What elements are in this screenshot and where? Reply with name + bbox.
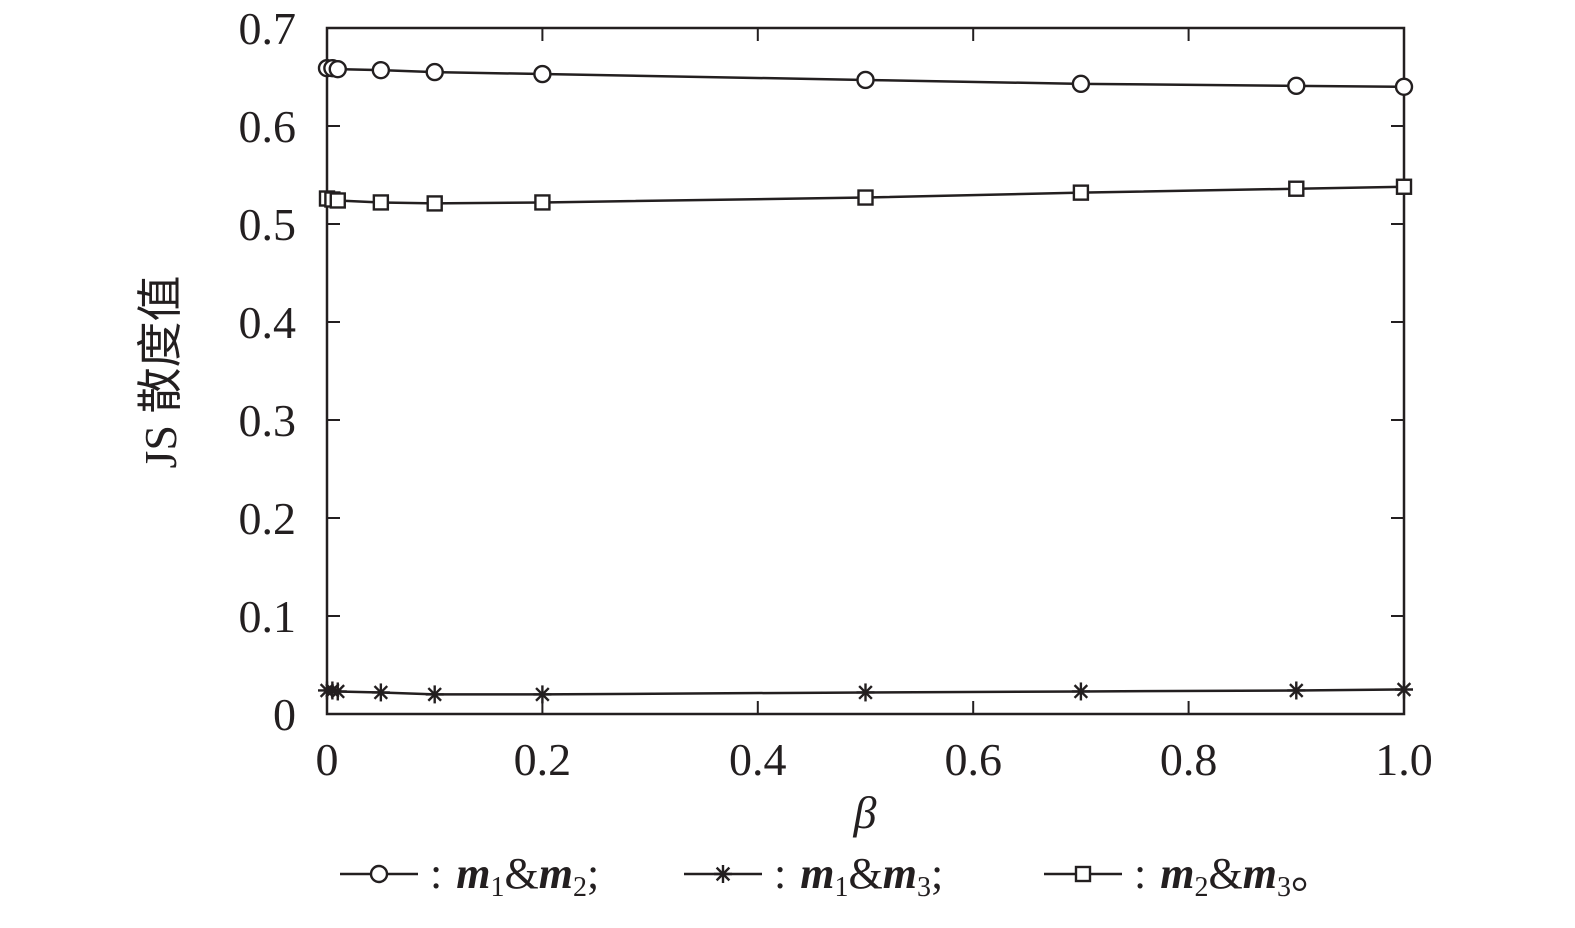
legend-label-a-sub: 1 [490,872,504,903]
x-tick-label: 0 [316,734,339,785]
legend-label-sep: : [430,849,442,898]
legend-label-amp: & [848,849,882,898]
data-point [1071,74,1091,94]
y-tick-label: 0 [273,689,296,740]
data-point [1395,680,1413,699]
series-star [318,680,1413,704]
data-point [329,192,346,209]
data-point [533,64,552,84]
x-tick-label: 0.8 [1160,734,1218,785]
legend-label-end: ; [931,849,943,898]
y-tick-label: 0.6 [239,101,297,152]
data-point [328,59,347,79]
series-layer [317,58,1414,704]
legend-marker [714,865,732,883]
data-point [533,685,552,704]
series-circle [317,58,1414,97]
y-axis-label: JS 散度值 [135,276,186,469]
legend-label-a: m [800,849,834,898]
data-point [1071,682,1090,701]
plot-frame [325,26,1406,716]
legend-label-b: m [539,849,573,898]
legend-label-end: ; [587,849,599,898]
y-tick-label: 0.1 [239,591,297,642]
data-point [1287,76,1306,96]
data-point [372,194,390,211]
data-point [1394,77,1414,97]
x-tick-label: 0.6 [944,734,1002,785]
legend-label-sep: : [1134,849,1146,898]
data-point [1072,184,1090,201]
y-tick-label: 0.3 [239,395,297,446]
data-point [1287,681,1306,700]
legend-label-end: 。 [1291,849,1335,898]
legend-label: : m1&m2; [430,849,599,903]
axis-ticks: 0 0.2 0.4 0.6 0.8 1.0 0 0.1 0.2 0.3 0.4 0.5 0.6 0.7 [239,3,1433,785]
legend-label: : m2&m3。 [1134,849,1335,903]
legend-label-a: m [1160,849,1194,898]
legend-label-b: m [1243,849,1277,898]
legend-label-amp: & [504,849,538,898]
y-tick-label: 0.5 [239,199,297,250]
data-point [371,683,390,702]
legend-label-b-sub: 3 [1277,872,1291,903]
legend-marker [1074,865,1092,883]
legend-label: : m1&m3; [774,849,943,903]
data-point [856,70,875,90]
series-square [318,178,1413,212]
x-tick-label: 0.4 [729,734,787,785]
y-tick-label: 0.4 [239,297,297,348]
data-point [425,62,444,82]
legend-label-sep: : [774,849,786,898]
legend-marker [369,864,389,884]
legend-label-a: m [456,849,490,898]
legend-label-a-sub: 2 [1194,872,1208,903]
legend-label-a-sub: 1 [834,872,848,903]
data-point [1288,180,1305,197]
data-point [426,195,443,212]
legend-entry: : m2&m3。 [1044,849,1335,903]
x-axis-label: β [853,787,877,838]
data-point [857,189,874,206]
data-point [371,60,391,80]
legend: : m1&m2;: m1&m3;: m2&m3。 [340,849,1335,903]
data-point [328,682,347,701]
legend-label-b-sub: 3 [917,872,931,903]
legend-label-b-sub: 2 [573,872,587,903]
data-point [534,194,551,211]
legend-entry: : m1&m3; [684,849,943,903]
data-point [1395,178,1413,195]
y-tick-label: 0.7 [239,3,297,54]
legend-entry: : m1&m2; [340,849,599,903]
legend-label-amp: & [1208,849,1242,898]
x-tick-label: 0.2 [514,734,572,785]
y-tick-label: 0.2 [239,493,297,544]
data-point [425,685,444,704]
data-point [856,683,875,702]
x-tick-label: 1.0 [1375,734,1433,785]
legend-label-b: m [883,849,917,898]
